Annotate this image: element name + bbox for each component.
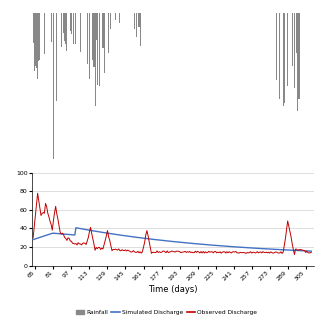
- Bar: [96, 13, 97, 40]
- X-axis label: Time (days): Time (days): [148, 284, 197, 293]
- Bar: [115, 13, 116, 20]
- Bar: [44, 13, 45, 54]
- Bar: [38, 13, 39, 61]
- Bar: [94, 13, 96, 106]
- Bar: [279, 13, 280, 99]
- Bar: [63, 13, 64, 34]
- Legend: Rainfall, Simulated Discharge, Observed Discharge: Rainfall, Simulated Discharge, Observed …: [73, 307, 260, 317]
- Bar: [134, 13, 135, 29]
- Bar: [36, 13, 37, 68]
- Bar: [87, 13, 88, 64]
- Bar: [71, 13, 72, 34]
- Bar: [37, 13, 38, 79]
- Bar: [119, 13, 120, 22]
- Bar: [73, 13, 74, 44]
- Bar: [70, 13, 71, 31]
- Bar: [35, 13, 36, 66]
- Bar: [33, 13, 34, 43]
- Bar: [66, 13, 68, 51]
- Bar: [34, 13, 35, 71]
- Bar: [64, 13, 65, 41]
- Bar: [287, 13, 288, 86]
- Bar: [51, 13, 52, 42]
- Bar: [297, 13, 298, 111]
- Bar: [276, 13, 277, 80]
- Bar: [97, 13, 98, 85]
- Bar: [296, 13, 297, 53]
- Bar: [80, 13, 81, 52]
- Bar: [108, 13, 109, 53]
- Bar: [93, 13, 94, 68]
- Bar: [294, 13, 295, 88]
- Bar: [298, 13, 300, 99]
- Bar: [61, 13, 62, 47]
- Bar: [140, 13, 141, 46]
- Bar: [39, 13, 40, 60]
- Bar: [53, 13, 54, 159]
- Bar: [89, 13, 90, 79]
- Bar: [292, 13, 293, 66]
- Bar: [139, 13, 140, 28]
- Bar: [65, 13, 66, 44]
- Bar: [110, 13, 111, 29]
- Bar: [136, 13, 137, 37]
- Bar: [56, 13, 57, 101]
- Bar: [283, 13, 284, 106]
- Bar: [102, 13, 104, 48]
- Bar: [104, 13, 105, 73]
- Bar: [284, 13, 285, 103]
- Bar: [92, 13, 93, 60]
- Bar: [99, 13, 100, 86]
